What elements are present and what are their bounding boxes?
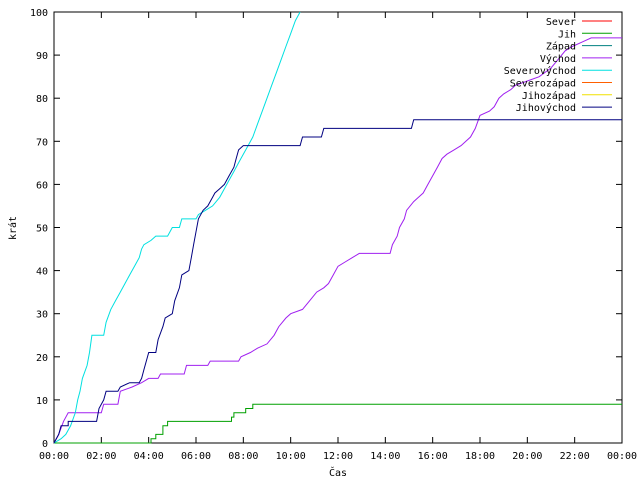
y-tick-label: 50 [36, 224, 48, 235]
legend-label: Severozápad [510, 78, 576, 90]
series-line-8 [53, 119, 622, 444]
y-tick-label: 70 [36, 137, 48, 148]
legend-label: Jihozápad [522, 90, 576, 102]
x-tick-label: 10:00 [276, 451, 306, 462]
legend-label: Jihovýchod [516, 102, 576, 114]
y-tick-label: 20 [36, 353, 48, 364]
x-tick-label: 08:00 [228, 451, 258, 462]
y-tick-label: 10 [36, 396, 48, 407]
legend-label: Jih [558, 29, 576, 40]
x-tick-label: 06:00 [181, 451, 211, 462]
legend-label: Severovýchod [504, 65, 576, 77]
y-tick-label: 60 [36, 180, 48, 191]
y-tick-label: 90 [36, 51, 48, 62]
legend-label: Západ [546, 41, 576, 53]
x-tick-label: 00:00 [607, 451, 637, 462]
x-tick-label: 12:00 [323, 451, 353, 462]
x-tick-label: 04:00 [134, 451, 164, 462]
legend: SeverJihZápadVýchodSeverovýchodSeverozáp… [504, 17, 612, 114]
series-line-5 [53, 11, 301, 444]
y-axis: 0 10 20 30 40 50 60 70 80 90 100 [30, 8, 622, 450]
y-tick-label: 30 [36, 310, 48, 321]
y-tick-label: 80 [36, 94, 48, 105]
x-tick-label: 00:00 [39, 451, 69, 462]
legend-label: Sever [546, 17, 576, 28]
x-tick-label: 14:00 [370, 451, 400, 462]
series-line-2 [54, 403, 622, 444]
x-tick-label: 22:00 [560, 451, 590, 462]
series-line-4 [53, 37, 622, 444]
x-axis-label: Čas [329, 466, 347, 479]
y-tick-label: 40 [36, 267, 48, 278]
x-axis: 00:00 02:00 04:00 06:00 08:00 10:00 12:00 14:00… [39, 12, 637, 462]
legend-label: Východ [540, 53, 576, 65]
x-tick-label: 16:00 [418, 451, 448, 462]
x-tick-label: 20:00 [512, 451, 542, 462]
y-tick-label: 100 [30, 8, 48, 19]
x-tick-label: 02:00 [86, 451, 116, 462]
series-layer [53, 11, 622, 444]
x-tick-label: 18:00 [465, 451, 495, 462]
y-axis-label: krát [7, 216, 19, 240]
y-tick-label: 0 [42, 439, 48, 450]
